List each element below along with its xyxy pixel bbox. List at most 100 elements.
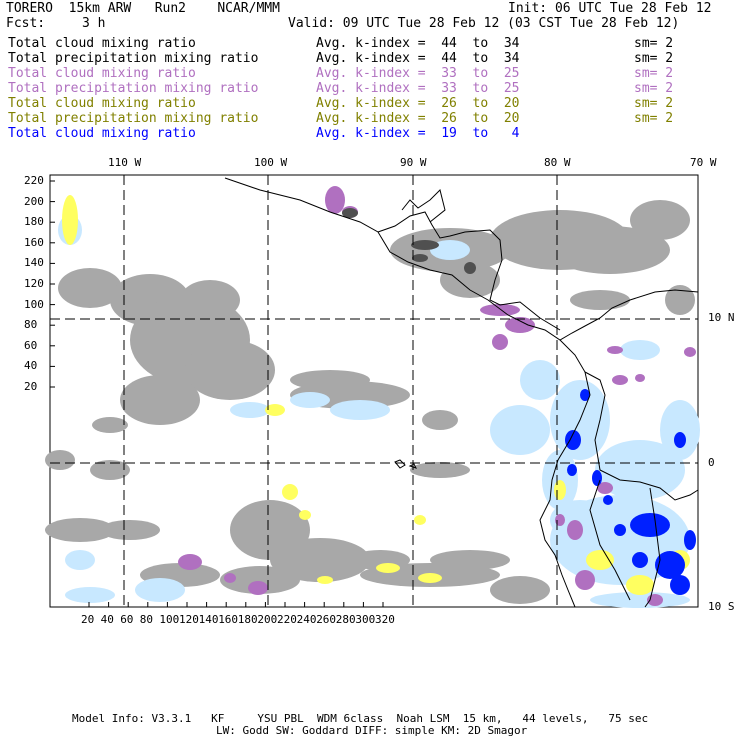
light-blue-cloud-area — [65, 587, 115, 603]
bolivia-border — [644, 487, 661, 608]
legend-kindex-2: Avg. k-index = 33 to 25 — [316, 66, 520, 81]
blue-cloud-core — [592, 470, 602, 486]
purple-cloud-area — [248, 581, 268, 595]
legend-smoothing-1: sm= 2 — [634, 51, 674, 66]
light-blue-cloud-area — [430, 240, 470, 260]
gray-cloud-area — [550, 226, 670, 274]
y-tick-140: 140 — [24, 256, 44, 270]
gray-cloud-area — [410, 462, 470, 478]
light-blue-cloud-area — [660, 400, 700, 460]
legend-kindex-6: Avg. k-index = 19 to 4 — [316, 126, 520, 141]
purple-cloud-area — [612, 375, 628, 385]
legend-field-5: Total precipitation mixing ratio — [8, 111, 259, 126]
y-tick-60: 60 — [24, 338, 38, 352]
axis-ticks — [50, 180, 384, 607]
x-tick-300: 300 — [355, 613, 376, 626]
purple-cloud-area — [567, 520, 583, 540]
legend-smoothing-2: sm= 2 — [634, 66, 674, 81]
purple-cloud-area — [575, 570, 595, 590]
light-blue-cloud-area — [290, 392, 330, 408]
central-america-caribbean-coast — [377, 211, 561, 331]
light-blue-cloud-area — [230, 402, 270, 418]
legend-kindex-1: Avg. k-index = 44 to 34 — [316, 51, 520, 66]
south-america-pacific-coast — [539, 339, 591, 608]
dark-gray-cloud-area — [464, 262, 476, 274]
purple-cloud-area — [178, 554, 202, 570]
x-tick-160: 160 — [218, 613, 239, 626]
purple-cloud-area — [325, 186, 345, 214]
x-tick-120: 120 — [179, 613, 199, 626]
physics-info: LW: Godd SW: Goddard DIFF: simple KM: 2D… — [216, 724, 528, 737]
gray-cloud-area — [92, 417, 128, 433]
x-tick-60: 60 — [120, 613, 134, 626]
gray-cloud-area — [100, 520, 160, 540]
yellow-cloud-area — [554, 480, 566, 500]
y-tick-200: 200 — [24, 194, 44, 208]
yellow-cloud-area — [265, 404, 285, 416]
x-tick-240: 240 — [296, 613, 317, 626]
x-tick-180: 180 — [237, 613, 258, 626]
y-tick-180: 180 — [24, 215, 44, 229]
x-tick-80: 80 — [139, 613, 154, 626]
light-blue-cloud-area — [490, 405, 550, 455]
legend-kindex-5: Avg. k-index = 26 to 20 — [316, 111, 520, 126]
legend-smoothing-0: sm= 2 — [634, 36, 674, 51]
lon-label-70w: 70 W — [690, 156, 717, 169]
light-blue-cloud-area — [595, 440, 685, 500]
peru-interior-border — [589, 479, 631, 601]
gray-cloud-area — [45, 518, 115, 542]
purple-cloud-area — [480, 304, 520, 316]
gray-cloud-area — [290, 370, 370, 390]
purple-cloud-area — [597, 482, 613, 494]
valid-time: Valid: 09 UTC Tue 28 Feb 12 (03 CST Tue … — [288, 16, 680, 31]
y-tick-20: 20 — [24, 380, 38, 393]
legend-field-4: Total cloud mixing ratio — [8, 96, 196, 111]
yellow-cloud-area — [282, 484, 298, 500]
gray-cloud-area — [430, 550, 510, 570]
legend-field-1: Total precipitation mixing ratio — [8, 51, 259, 66]
gray-cloud-area — [422, 410, 458, 430]
yellow-cloud-area — [317, 576, 333, 584]
purple-cloud-area — [635, 374, 645, 382]
dark-gray-cloud-area — [342, 208, 358, 218]
lon-label-100w: 100 W — [254, 156, 288, 169]
light-blue-cloud-area — [590, 592, 690, 608]
yellow-cloud-area — [376, 563, 400, 573]
gray-cloud-area — [90, 460, 130, 480]
legend-smoothing-5: sm= 2 — [634, 111, 674, 126]
blue-cloud-core — [670, 575, 690, 595]
yellow-cloud-area — [62, 195, 78, 245]
purple-cloud-area — [607, 346, 623, 354]
purple-cloud-area — [492, 334, 508, 350]
gray-cloud-area — [570, 290, 630, 310]
central-america-pacific-coast — [224, 177, 699, 341]
x-tick-320: 320 — [375, 613, 395, 626]
map-frame — [49, 174, 699, 608]
blue-cloud-core — [614, 524, 626, 536]
gray-cloud-area — [270, 538, 370, 582]
legend-field-0: Total cloud mixing ratio — [8, 36, 196, 51]
lon-label-80w: 80 W — [544, 156, 571, 169]
gray-cloud-area — [45, 450, 75, 470]
gray-cloud-area — [120, 375, 200, 425]
gray-cloud-area — [180, 280, 240, 320]
blue-cloud-core — [565, 430, 581, 450]
light-blue-cloud-area — [620, 340, 660, 360]
legend-kindex-3: Avg. k-index = 33 to 25 — [316, 81, 520, 96]
lat-label-10n: 10 N — [708, 311, 735, 324]
x-tick-20: 20 — [81, 613, 95, 626]
blue-cloud-core — [630, 513, 670, 537]
coastlines — [224, 177, 699, 608]
y-tick-100: 100 — [24, 297, 44, 311]
y-tick-160: 160 — [24, 235, 44, 249]
y-tick-220: 220 — [24, 174, 44, 187]
gray-cloud-area — [185, 340, 275, 400]
light-blue-cloud-area — [330, 400, 390, 420]
init-time: Init: 06 UTC Tue 28 Feb 12 — [508, 1, 712, 16]
gray-cloud-area — [440, 262, 500, 298]
x-tick-100: 100 — [159, 613, 180, 626]
gray-cloud-area — [665, 285, 695, 315]
legend-field-3: Total precipitation mixing ratio — [8, 81, 259, 96]
yellow-cloud-area — [299, 510, 311, 520]
